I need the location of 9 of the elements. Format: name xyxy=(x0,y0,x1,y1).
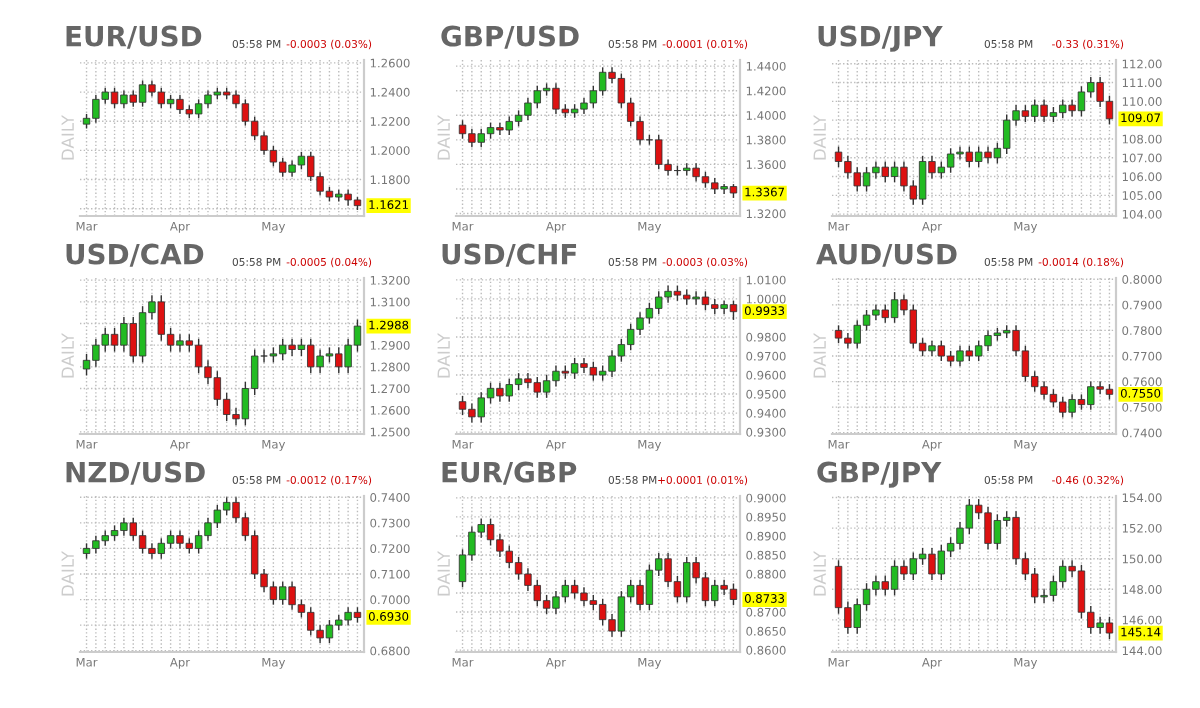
chart-title: NZD/USD xyxy=(66,461,205,485)
chart-title: EUR/USD xyxy=(66,25,202,49)
chart-title: USD/CHF xyxy=(442,243,577,267)
chart-title: GBP/USD xyxy=(441,25,579,49)
chart-title: GBP/JPY xyxy=(817,461,942,488)
chart-title: USD/JPY xyxy=(818,25,943,52)
chart-title: EUR/GBP xyxy=(442,461,577,485)
chart-title: AUD/USD xyxy=(816,243,957,267)
chart-title: USD/CAD xyxy=(66,243,204,267)
